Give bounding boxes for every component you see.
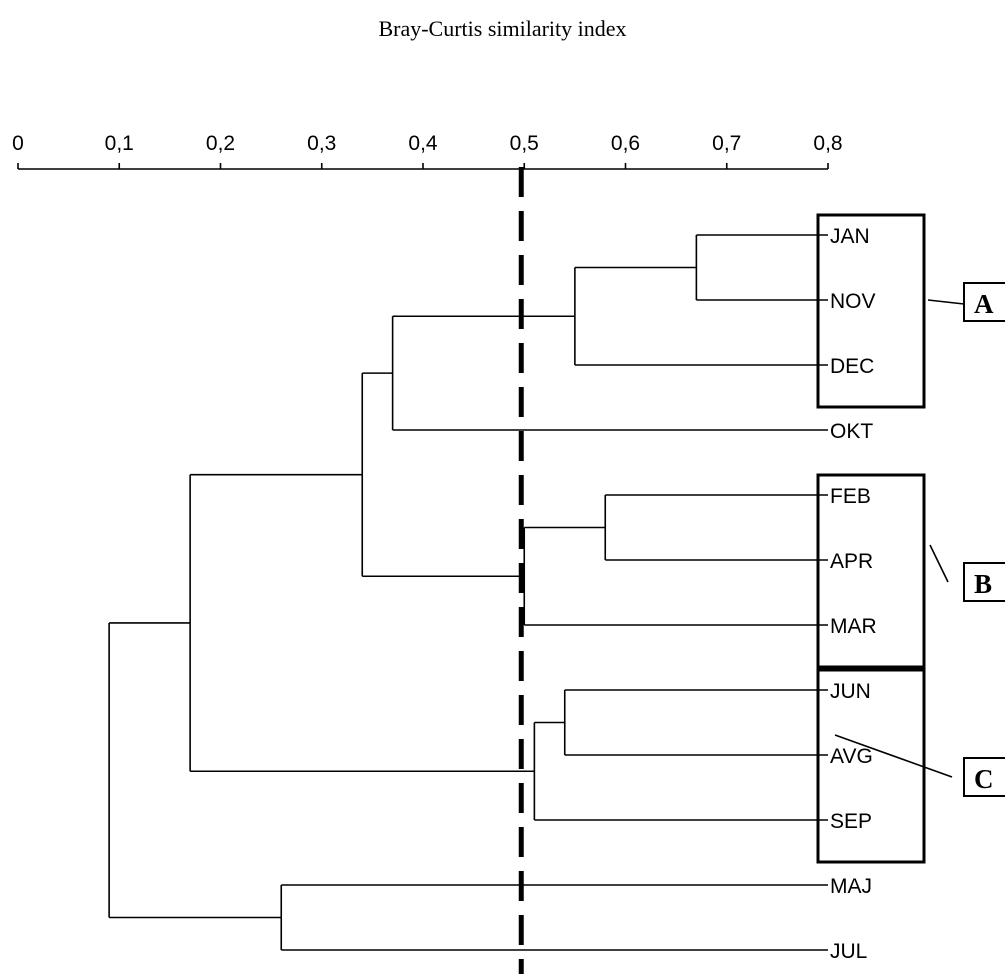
axis-tick-label: 0,2	[206, 132, 235, 155]
leaf-label-mar: MAR	[830, 615, 877, 638]
leaf-label-jul: JUL	[830, 940, 867, 963]
leaf-label-avg: AVG	[830, 745, 873, 768]
leaf-label-okt: OKT	[830, 420, 873, 443]
axis-tick-label: 0,4	[408, 132, 438, 155]
group-label-a: A	[974, 289, 994, 319]
group-callout-line	[834, 734, 953, 778]
group-label-c: C	[974, 764, 994, 794]
group-callout-line	[927, 299, 965, 305]
group-label-box-a	[963, 282, 1005, 322]
axis-tick-label: 0,1	[105, 132, 134, 155]
leaf-label-jan: JAN	[830, 225, 870, 248]
axis-tick-label: 0,5	[510, 132, 539, 155]
axis-tick-label: 0,3	[307, 132, 336, 155]
leaf-label-nov: NOV	[830, 290, 876, 313]
axis-tick-label: 0,7	[712, 132, 741, 155]
group-callout-line	[929, 544, 949, 583]
leaf-label-sep: SEP	[830, 810, 872, 833]
group-label-box-c	[963, 757, 1005, 797]
leaf-label-dec: DEC	[830, 355, 874, 378]
group-box-b	[816, 473, 926, 669]
group-label-box-b	[963, 562, 1005, 602]
group-box-a	[816, 213, 926, 409]
leaf-label-feb: FEB	[830, 485, 871, 508]
group-box-c	[816, 668, 926, 864]
group-label-b: B	[974, 569, 992, 599]
axis-tick-label: 0,6	[611, 132, 640, 155]
leaf-label-jun: JUN	[830, 680, 871, 703]
leaf-label-maj: MAJ	[830, 875, 872, 898]
axis-tick-label: 0,8	[813, 132, 842, 155]
axis-tick-label: 0	[12, 132, 24, 155]
chart-title: Bray-Curtis similarity index	[378, 16, 627, 41]
leaf-label-apr: APR	[830, 550, 873, 573]
